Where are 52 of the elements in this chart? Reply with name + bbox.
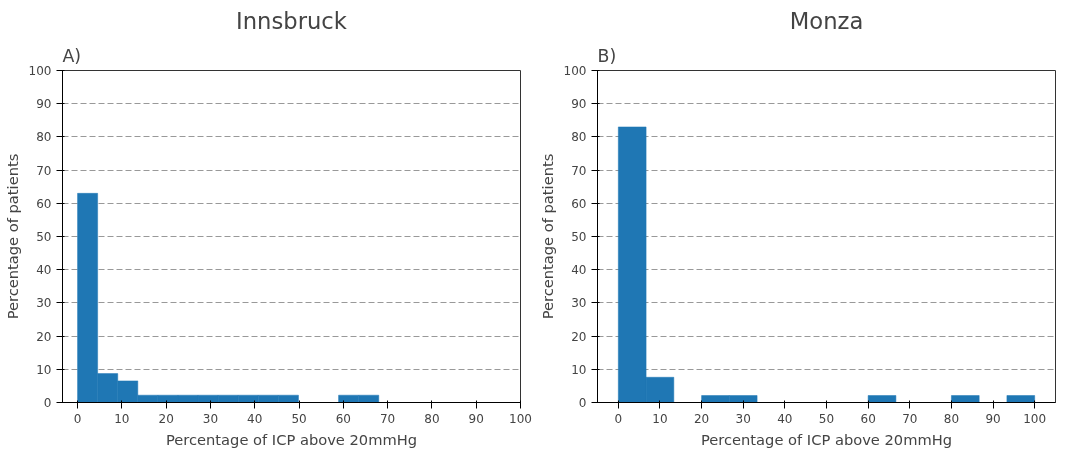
x-tick-label: 100 — [1023, 411, 1047, 426]
x-tick-label: 20 — [693, 411, 710, 426]
y-tick-label: 50 — [36, 230, 52, 244]
y-tick-label: 30 — [571, 296, 587, 311]
x-axis-title: Percentage of ICP above 20mmHg — [700, 430, 953, 448]
x-tick-label: 80 — [943, 411, 960, 426]
chart-title: Innsbruck — [236, 7, 348, 34]
y-tick-label: 60 — [36, 196, 52, 211]
x-tick-label: 50 — [291, 411, 307, 426]
text: A) — [62, 45, 82, 66]
y-tick-label: 50 — [571, 230, 587, 244]
x-tick-label: 10 — [114, 411, 130, 426]
x-tick-label: 10 — [652, 411, 668, 426]
y-tick-label: 70 — [36, 163, 52, 178]
x-tick-label: 70 — [902, 411, 918, 426]
y-tick-label: 30 — [36, 296, 52, 311]
x-tick-label: 60 — [335, 411, 351, 426]
x-tick-label: 100 — [509, 411, 532, 426]
y-tick-label: 70 — [571, 163, 587, 178]
x-tick-label: 50 — [818, 411, 835, 426]
y-tick-label: 90 — [571, 97, 587, 112]
y-tick-label: 40 — [36, 263, 52, 278]
x-tick-label: 80 — [424, 411, 440, 426]
y-tick-label: 40 — [571, 263, 587, 278]
x-tick-label: 0 — [73, 411, 82, 426]
x-tick-label: 70 — [379, 411, 396, 426]
x-tick-label: 30 — [202, 411, 219, 426]
x-tick-label: 90 — [468, 411, 484, 426]
x-tick-label: 0 — [614, 411, 623, 426]
y-axis-title: Percentage of patients — [538, 153, 556, 320]
y-tick-label: 90 — [36, 97, 52, 112]
text: B) — [597, 45, 617, 66]
y-tick-label: 0 — [43, 396, 52, 410]
y-tick-label: 20 — [571, 329, 587, 344]
y-tick-label: 20 — [36, 329, 52, 344]
chart-title: Monza — [789, 7, 864, 34]
y-tick-label: 80 — [571, 130, 587, 145]
x-axis-title: Percentage of ICP above 20mmHg — [165, 430, 418, 448]
y-tick-label: 100 — [563, 64, 587, 78]
x-tick-label: 40 — [777, 411, 793, 426]
y-tick-label: 10 — [36, 362, 52, 377]
x-tick-label: 40 — [247, 411, 263, 426]
x-tick-label: 20 — [158, 411, 174, 426]
y-tick-label: 0 — [578, 396, 587, 410]
x-tick-label: 90 — [985, 411, 1001, 426]
y-axis-title: Percentage of patients — [3, 153, 21, 320]
x-tick-label: 60 — [860, 411, 876, 426]
y-tick-label: 10 — [571, 362, 587, 377]
y-tick-label: 100 — [28, 64, 52, 78]
y-tick-label: 80 — [36, 130, 52, 145]
y-tick-label: 60 — [571, 196, 587, 211]
x-tick-label: 30 — [735, 411, 751, 426]
